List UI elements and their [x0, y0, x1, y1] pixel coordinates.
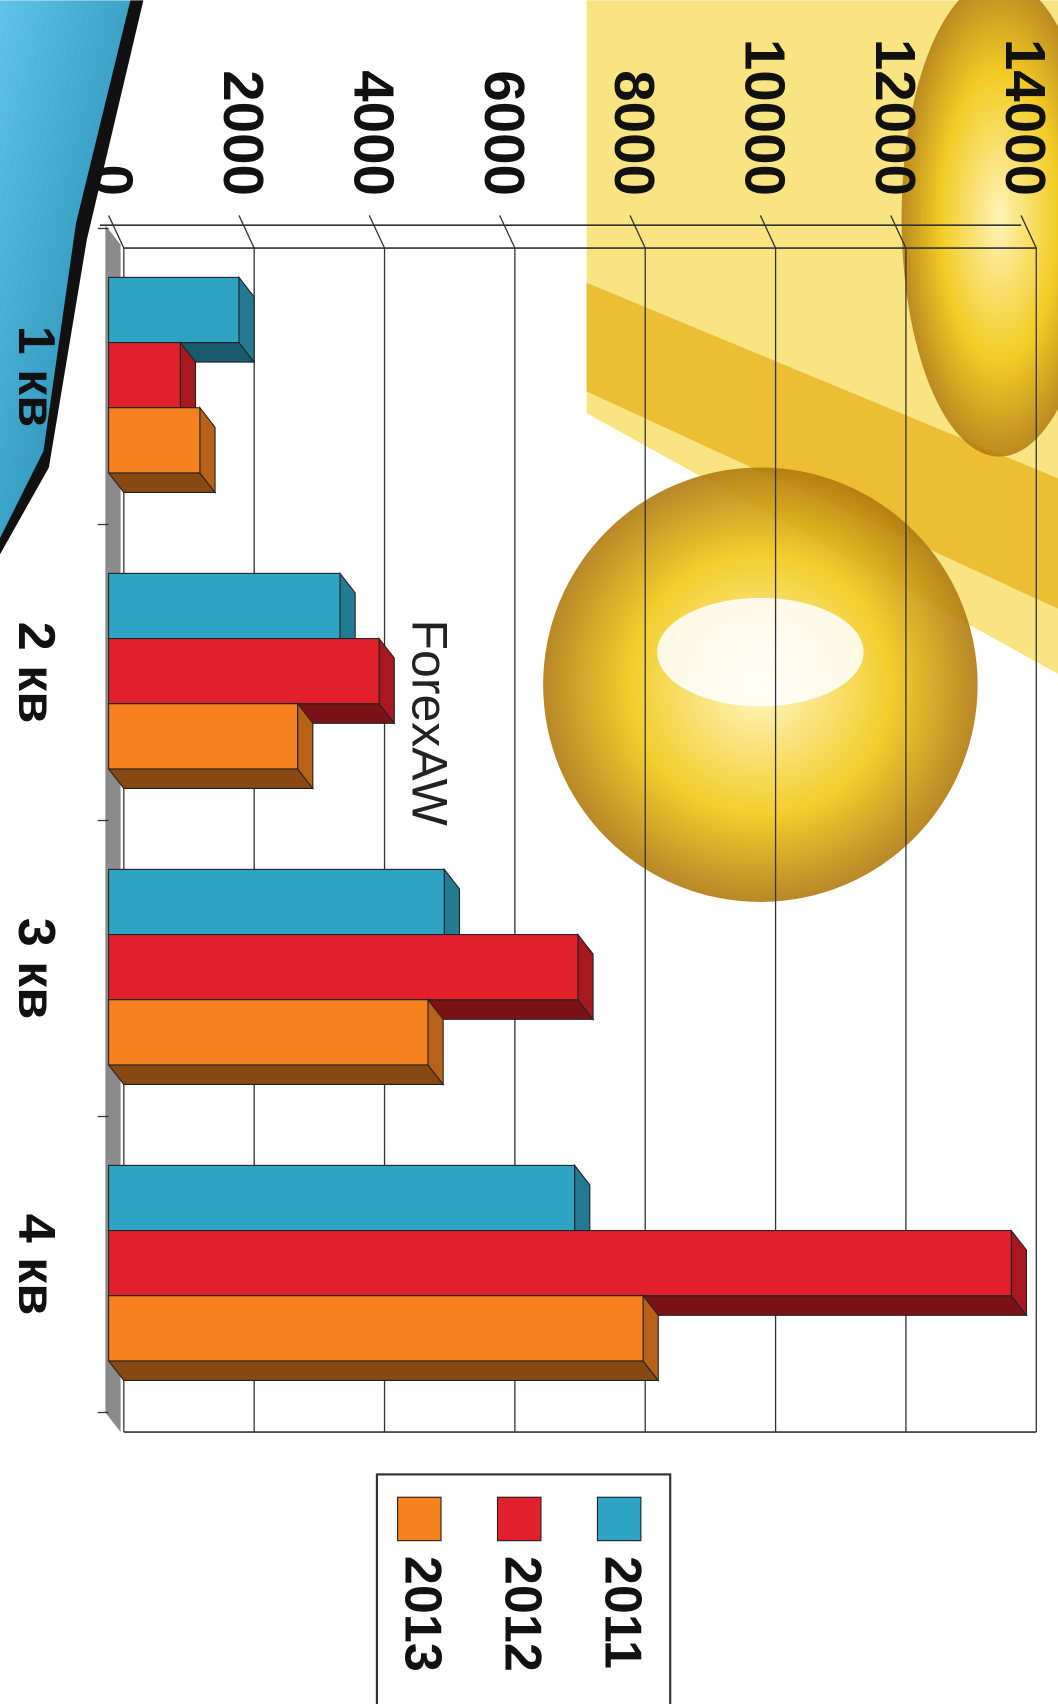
bar — [108, 868, 445, 936]
bar — [108, 1230, 1012, 1297]
y-tick-label: 10000 — [733, 39, 796, 196]
bar — [108, 407, 201, 474]
tick-mark — [499, 215, 516, 249]
bar — [108, 934, 579, 1001]
tick-mark — [890, 215, 907, 249]
tick-mark — [629, 215, 646, 249]
legend-swatch — [397, 1496, 442, 1542]
watermark: ForexAW — [402, 620, 458, 826]
tick-mark — [108, 215, 125, 249]
x-tick-label: 1 кв — [7, 326, 65, 428]
legend-label: 2012 — [493, 1556, 551, 1672]
y-tick-label: 4000 — [342, 70, 405, 196]
bar — [108, 1295, 644, 1362]
bar — [108, 703, 299, 770]
y-tick-label: 8000 — [603, 70, 666, 196]
x-tick-label: 3 кв — [7, 918, 65, 1020]
legend-swatch — [596, 1496, 642, 1542]
y-tick-label: 12000 — [864, 39, 927, 196]
bar — [108, 276, 240, 344]
x-tick-label: 4 кв — [7, 1214, 65, 1316]
tick-mark — [238, 215, 255, 249]
x-tick-label: 2 кв — [7, 622, 65, 724]
y-tick-label: 6000 — [473, 70, 536, 196]
tick-mark — [1020, 215, 1037, 249]
tick-mark — [368, 215, 386, 249]
plot-area: 0 2000 4000 6000 8000 10000 12000 14000 1 кв 2 кв… — [7, 39, 1057, 1433]
bar-side — [107, 768, 314, 789]
legend-label: 2011 — [593, 1556, 651, 1669]
bar-side — [107, 1360, 660, 1381]
bar — [108, 342, 181, 409]
bar — [108, 1164, 576, 1232]
tick-mark — [759, 215, 777, 249]
bar — [108, 638, 380, 705]
y-tick-label: 2000 — [212, 70, 275, 196]
legend-swatch — [496, 1496, 542, 1542]
legend-label: 2013 — [394, 1556, 452, 1672]
bar-side — [107, 1064, 445, 1085]
floor — [105, 225, 121, 1433]
bar-side — [107, 472, 217, 493]
y-tick-label: 0 — [82, 165, 145, 196]
bar — [108, 572, 341, 640]
bar — [108, 999, 429, 1066]
y-tick-label: 14000 — [994, 39, 1057, 196]
